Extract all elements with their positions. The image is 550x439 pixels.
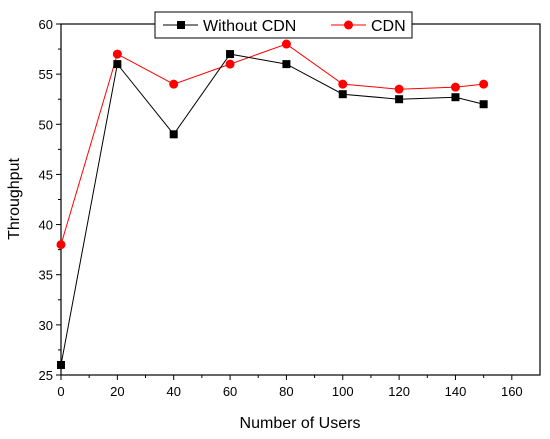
data-point-without-cdn: [479, 100, 488, 109]
y-tick-label: 45: [39, 167, 53, 182]
legend-entry-cdn: CDN: [331, 18, 406, 35]
data-point-without-cdn: [57, 360, 65, 369]
x-tick-label: 80: [279, 384, 293, 399]
data-point-cdn: [56, 240, 66, 250]
legend-label-cdn: CDN: [371, 18, 406, 35]
data-point-without-cdn: [395, 95, 404, 104]
data-point-cdn: [479, 79, 489, 89]
legend-label-without-cdn: Without CDN: [203, 18, 296, 35]
x-tick-label: 40: [166, 384, 180, 399]
x-tick-label: 100: [332, 384, 354, 399]
y-tick-label: 30: [39, 318, 53, 333]
y-tick-label: 50: [39, 117, 53, 132]
data-point-cdn: [112, 49, 122, 59]
x-tick-label: 60: [223, 384, 237, 399]
data-point-cdn: [169, 79, 179, 89]
data-point-without-cdn: [282, 60, 291, 69]
x-tick-label: 120: [388, 384, 410, 399]
data-point-cdn: [338, 79, 348, 89]
x-axis-label: Number of Users: [240, 415, 361, 432]
legend-marker-square: [177, 21, 185, 29]
data-point-cdn: [225, 59, 235, 69]
legend-entry-without-cdn: Without CDN: [163, 18, 296, 35]
y-tick-label: 40: [39, 218, 53, 233]
x-tick-label: 160: [501, 384, 523, 399]
data-point-without-cdn: [169, 130, 178, 139]
y-tick-label: 55: [39, 67, 53, 82]
legend-marker-circle: [344, 20, 353, 30]
data-point-without-cdn: [451, 93, 460, 102]
series-layer: [56, 39, 489, 369]
data-point-without-cdn: [226, 50, 235, 59]
y-tick-label: 60: [39, 17, 53, 32]
y-tick-label: 35: [39, 268, 53, 283]
x-tick-label: 20: [110, 384, 124, 399]
data-point-without-cdn: [113, 60, 122, 69]
y-tick-label: 25: [39, 368, 53, 383]
data-point-cdn: [394, 84, 404, 94]
x-axis-ticks: 0 20 40 60 80 100 120 140 160: [57, 375, 523, 399]
data-point-cdn: [281, 39, 291, 49]
legend: Without CDN CDN: [154, 11, 413, 39]
y-axis-label: Throughput: [6, 158, 23, 240]
data-point-without-cdn: [338, 90, 347, 99]
y-axis-ticks: 25 30 35 40 45 50 55 60: [39, 17, 61, 383]
x-tick-label: 0: [57, 384, 64, 399]
x-tick-label: 140: [445, 384, 467, 399]
data-point-cdn: [450, 82, 460, 92]
